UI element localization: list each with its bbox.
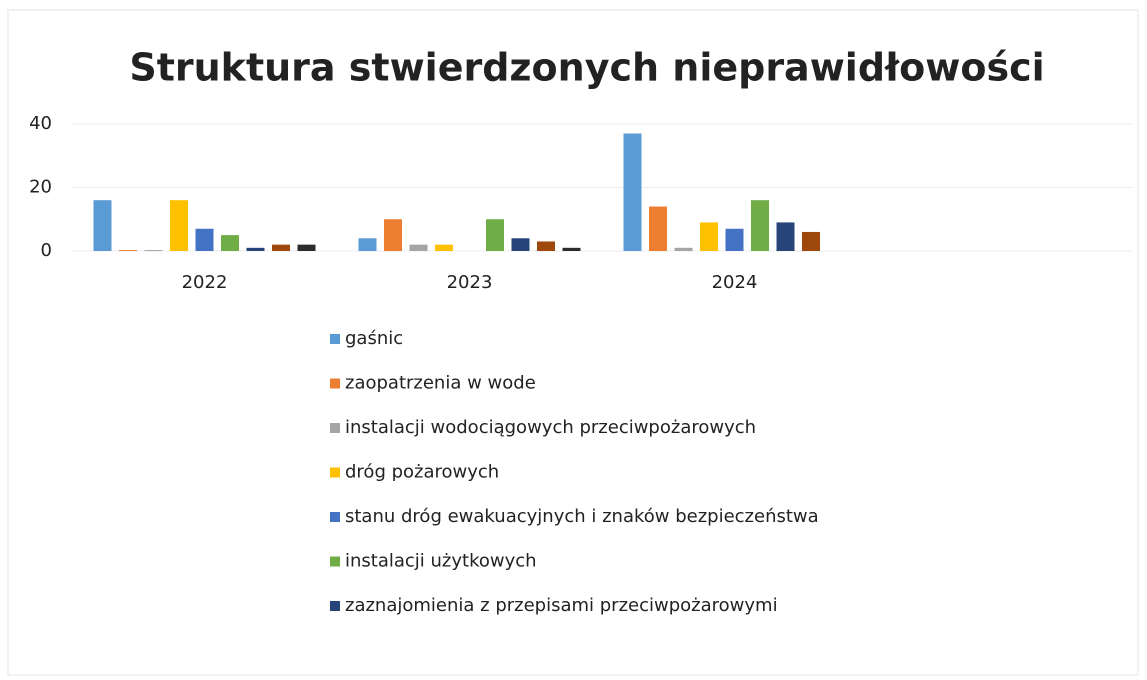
bar	[195, 228, 214, 251]
y-tick-label: 20	[29, 177, 52, 198]
legend-label: zaopatrzenia w wode	[345, 373, 536, 394]
bar	[537, 241, 555, 251]
legend-label: gaśnic	[345, 328, 403, 349]
legend-label: dróg pożarowych	[345, 462, 499, 483]
bar	[246, 247, 265, 251]
bar	[119, 250, 137, 251]
bar	[144, 250, 163, 251]
bar	[562, 247, 581, 251]
x-tick-label: 2024	[712, 272, 758, 293]
y-tick-label: 0	[41, 240, 52, 261]
x-tick-label: 2023	[447, 272, 493, 293]
legend-label: instalacji użytkowych	[345, 551, 537, 572]
bar	[674, 247, 693, 251]
bar	[272, 244, 290, 251]
bar	[802, 231, 820, 251]
bar	[486, 219, 504, 251]
bar	[93, 200, 112, 251]
y-tick-label: 40	[29, 113, 52, 134]
x-tick-label: 2022	[182, 272, 228, 293]
bar	[776, 222, 795, 251]
chart-title: Struktura stwierdzonych nieprawidłowości	[129, 46, 1044, 90]
chart-frame	[7, 9, 1139, 676]
legend-swatch	[330, 423, 340, 433]
bar	[297, 244, 316, 251]
legend-swatch	[330, 556, 340, 567]
legend-label: instalacji wodociągowych przeciwpożarowy…	[345, 417, 756, 438]
bar	[649, 206, 667, 251]
bar	[700, 222, 718, 251]
legend-label: stanu dróg ewakuacyjnych i znaków bezpie…	[345, 506, 819, 527]
legend-swatch	[330, 334, 340, 344]
bar	[221, 235, 239, 251]
bar	[384, 219, 402, 251]
legend-swatch	[330, 601, 340, 611]
legend-swatch	[330, 378, 340, 389]
bar	[751, 200, 769, 251]
bar	[623, 133, 642, 251]
legend-label: zaznajomienia z przepisami przeciwpożaro…	[345, 595, 778, 616]
bar	[511, 238, 530, 251]
bar	[435, 244, 453, 251]
bar	[725, 228, 744, 251]
bar	[170, 200, 188, 251]
bar	[358, 238, 377, 251]
legend-swatch	[330, 512, 340, 522]
legend-swatch	[330, 467, 340, 478]
bar	[409, 244, 428, 251]
